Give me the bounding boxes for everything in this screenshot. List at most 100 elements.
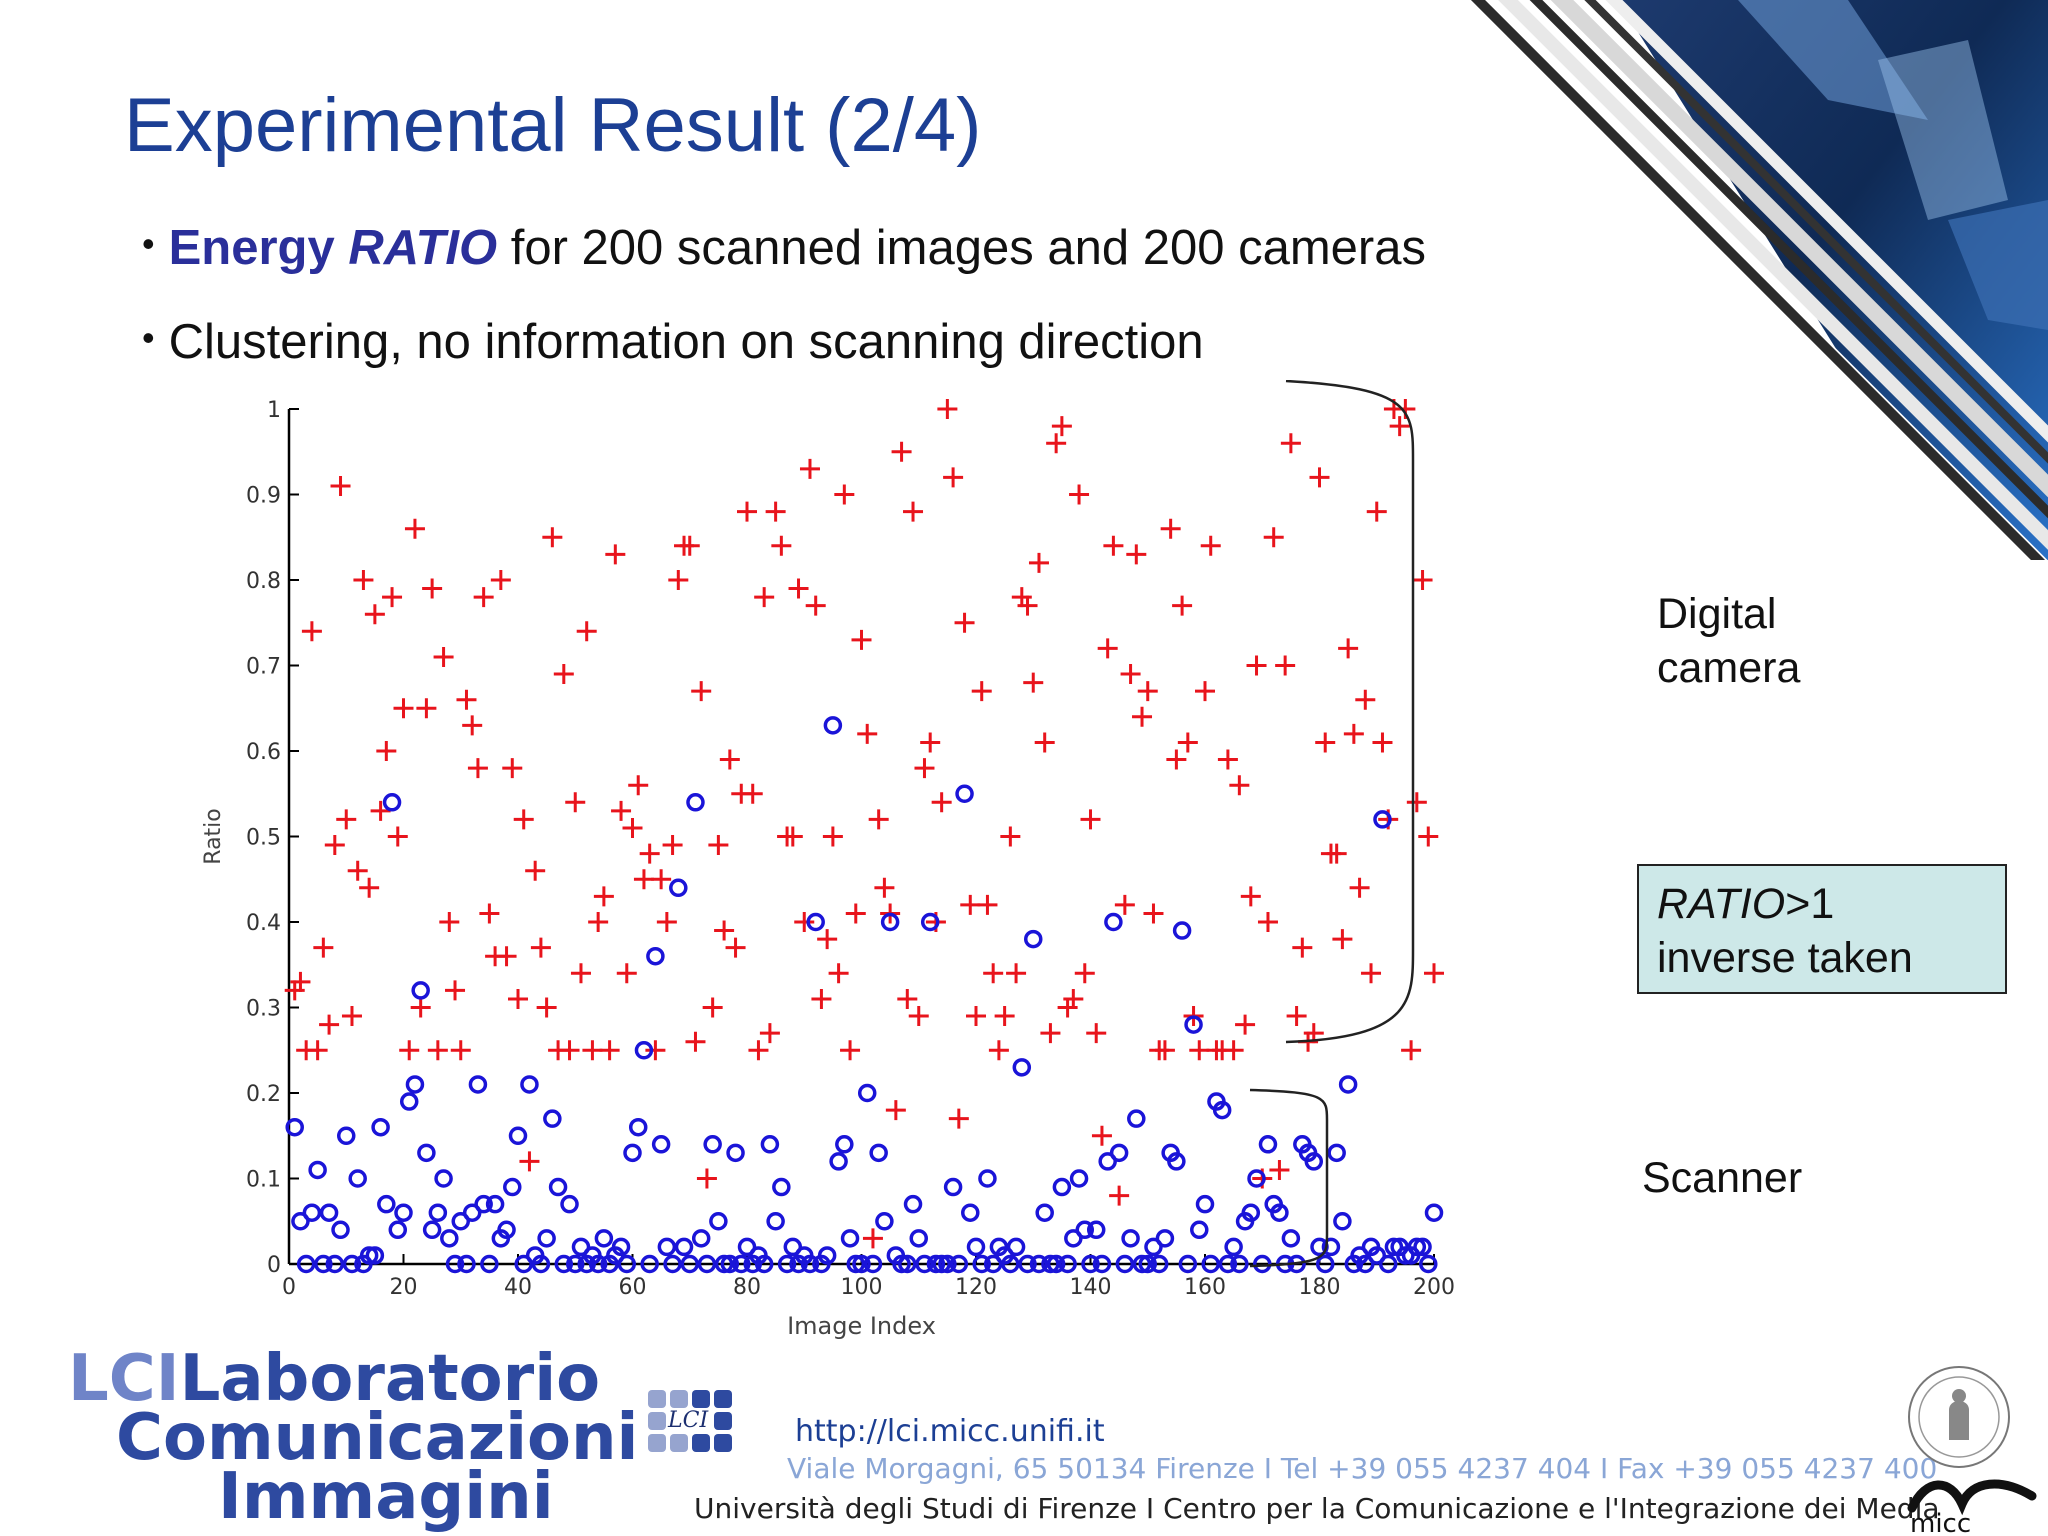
x-tick-label: 160: [1184, 1275, 1226, 1300]
scanner-point: [514, 1254, 533, 1274]
camera-point: [943, 467, 964, 488]
camera-point: [708, 835, 729, 856]
lab-url[interactable]: http://lci.micc.unifi.it: [795, 1414, 1105, 1449]
chart-marks: [284, 399, 1444, 1274]
camera-point: [966, 1006, 986, 1027]
scanner-point: [1029, 1254, 1049, 1274]
scanner-point: [1201, 1254, 1220, 1274]
camera-point: [1326, 843, 1347, 864]
scanner-point: [1333, 1212, 1352, 1231]
camera-point: [1257, 912, 1278, 932]
camera-point: [462, 715, 483, 736]
camera-point: [290, 971, 311, 992]
scanner-point: [846, 1254, 866, 1274]
x-tick-label: 120: [955, 1275, 997, 1300]
camera-point: [301, 621, 322, 642]
camera-point: [960, 894, 981, 915]
scanner-point: [709, 1212, 728, 1231]
camera-point: [931, 792, 952, 813]
camera-point: [719, 749, 740, 770]
scanner-point: [566, 1254, 585, 1274]
scanner-point: [926, 1254, 946, 1274]
camera-point: [685, 1031, 706, 1052]
y-tick-label: 0.8: [246, 569, 281, 594]
camera-point: [994, 1006, 1015, 1027]
camera-point: [1401, 1040, 1422, 1061]
scanner-point: [1241, 1203, 1261, 1222]
scanner-point: [462, 1203, 482, 1222]
camera-point: [737, 501, 757, 522]
camera-point: [324, 835, 345, 856]
scanner-point: [422, 1220, 442, 1240]
scanner-point: [1178, 1254, 1198, 1274]
scanner-point: [955, 784, 974, 803]
camera-point: [754, 587, 775, 608]
scanner-point: [1373, 810, 1392, 829]
camera-point: [1275, 655, 1296, 676]
scanner-point: [1035, 1203, 1054, 1222]
camera-point: [530, 937, 551, 958]
scanner-point: [503, 1177, 522, 1197]
scanner-point: [680, 1254, 699, 1274]
camera-point: [542, 527, 563, 548]
camera-point: [525, 860, 546, 881]
scanner-point: [640, 1254, 659, 1274]
camera-point: [611, 800, 632, 821]
scanner-point: [394, 1203, 413, 1222]
corner-photo-decoration: [1408, 0, 2048, 560]
scanner-point: [663, 1254, 682, 1274]
micc-logo-text: micc: [1910, 1509, 1971, 1534]
camera-point: [336, 809, 357, 830]
scanner-point: [296, 1254, 316, 1274]
lab-logo: LCILaboratorio Comunicazioni Immagini: [68, 1347, 638, 1529]
scanner-point: [1132, 1254, 1152, 1274]
scanner-point: [817, 1246, 837, 1265]
scanner-point: [1104, 912, 1123, 932]
camera-point: [1160, 518, 1181, 539]
ratio-note-gt: >1: [1785, 880, 1835, 928]
scanner-point: [314, 1254, 333, 1274]
scanner-point: [1327, 1143, 1346, 1163]
camera-point: [565, 792, 586, 813]
scanner-point: [1064, 1229, 1083, 1248]
scanner-point: [1115, 1254, 1135, 1274]
bullet-highlight: Energy: [168, 221, 349, 275]
scanner-point: [628, 1117, 648, 1137]
y-tick-label: 0.5: [246, 826, 281, 851]
x-tick-label: 140: [1070, 1275, 1112, 1300]
scanner-point: [468, 1075, 488, 1094]
scanner-point: [686, 793, 705, 812]
digital-label-line2: camera: [1657, 643, 1801, 692]
ratio-note-box: RATIO>1 inverse taken: [1637, 864, 2007, 994]
camera-point: [857, 723, 878, 744]
scanner-point: [915, 1254, 934, 1274]
scanner-point: [554, 1254, 574, 1274]
camera-point: [330, 475, 351, 496]
camera-point: [633, 869, 654, 890]
scanner-point: [445, 1254, 465, 1274]
camera-point: [1051, 416, 1072, 437]
camera-point: [794, 912, 815, 932]
x-tick-label: 0: [282, 1275, 296, 1300]
camera-point: [983, 963, 1004, 984]
x-tick-label: 200: [1413, 1275, 1455, 1300]
camera-point: [971, 681, 992, 702]
camera-point: [1080, 809, 1101, 830]
scanner-point: [377, 1194, 396, 1214]
camera-point: [1235, 1014, 1256, 1035]
scanner-point: [1184, 1015, 1203, 1034]
scanner-point: [634, 1041, 654, 1060]
camera-point: [553, 664, 574, 685]
y-tick-label: 0.2: [246, 1082, 281, 1107]
camera-point: [1269, 1159, 1290, 1180]
camera-point: [679, 535, 700, 556]
scanner-point: [863, 1254, 883, 1274]
scanner-point: [348, 1169, 367, 1188]
camera-point: [496, 946, 517, 967]
scanner-point: [1218, 1254, 1238, 1274]
scanner-point: [972, 1254, 991, 1274]
camera-point: [1372, 732, 1393, 753]
camera-point: [1343, 723, 1364, 744]
scanner-point: [646, 946, 665, 966]
scanner-point: [772, 1177, 791, 1197]
